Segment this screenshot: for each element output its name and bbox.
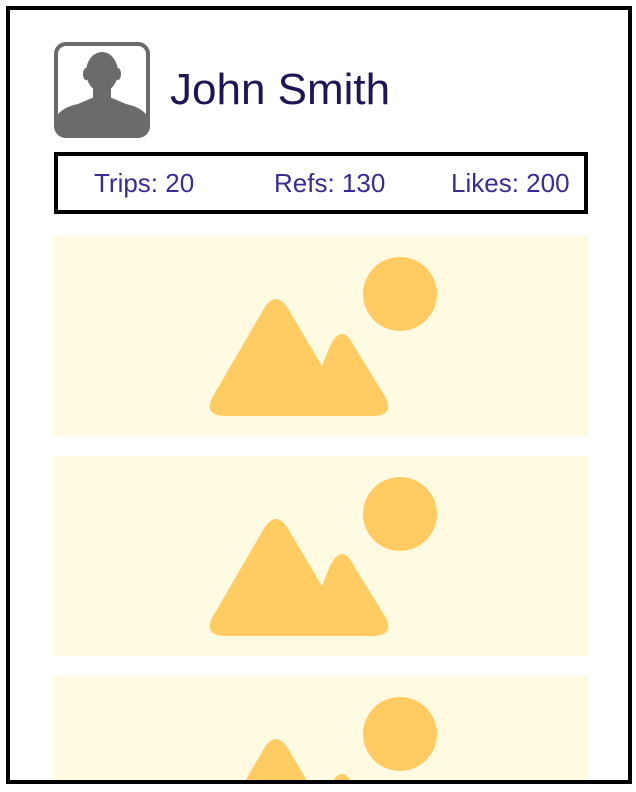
photo-card[interactable] <box>54 676 588 780</box>
photo-card[interactable] <box>54 456 588 656</box>
user-name: John Smith <box>170 65 391 114</box>
image-placeholder-icon <box>54 236 588 436</box>
stats-bar: Trips: 20 Refs: 130 Likes: 200 <box>54 152 588 214</box>
photo-feed <box>54 236 588 780</box>
image-placeholder-icon <box>54 676 588 780</box>
stat-likes[interactable]: Likes: 200 <box>451 168 570 198</box>
image-placeholder-icon <box>54 456 588 656</box>
avatar[interactable] <box>54 42 150 138</box>
profile-screen: John Smith Trips: 20 Refs: 130 Likes: 20… <box>6 6 632 784</box>
stat-trips[interactable]: Trips: 20 <box>94 168 195 198</box>
photo-card[interactable] <box>54 236 588 436</box>
stat-refs[interactable]: Refs: 130 <box>274 168 386 198</box>
user-silhouette-icon <box>54 42 150 138</box>
